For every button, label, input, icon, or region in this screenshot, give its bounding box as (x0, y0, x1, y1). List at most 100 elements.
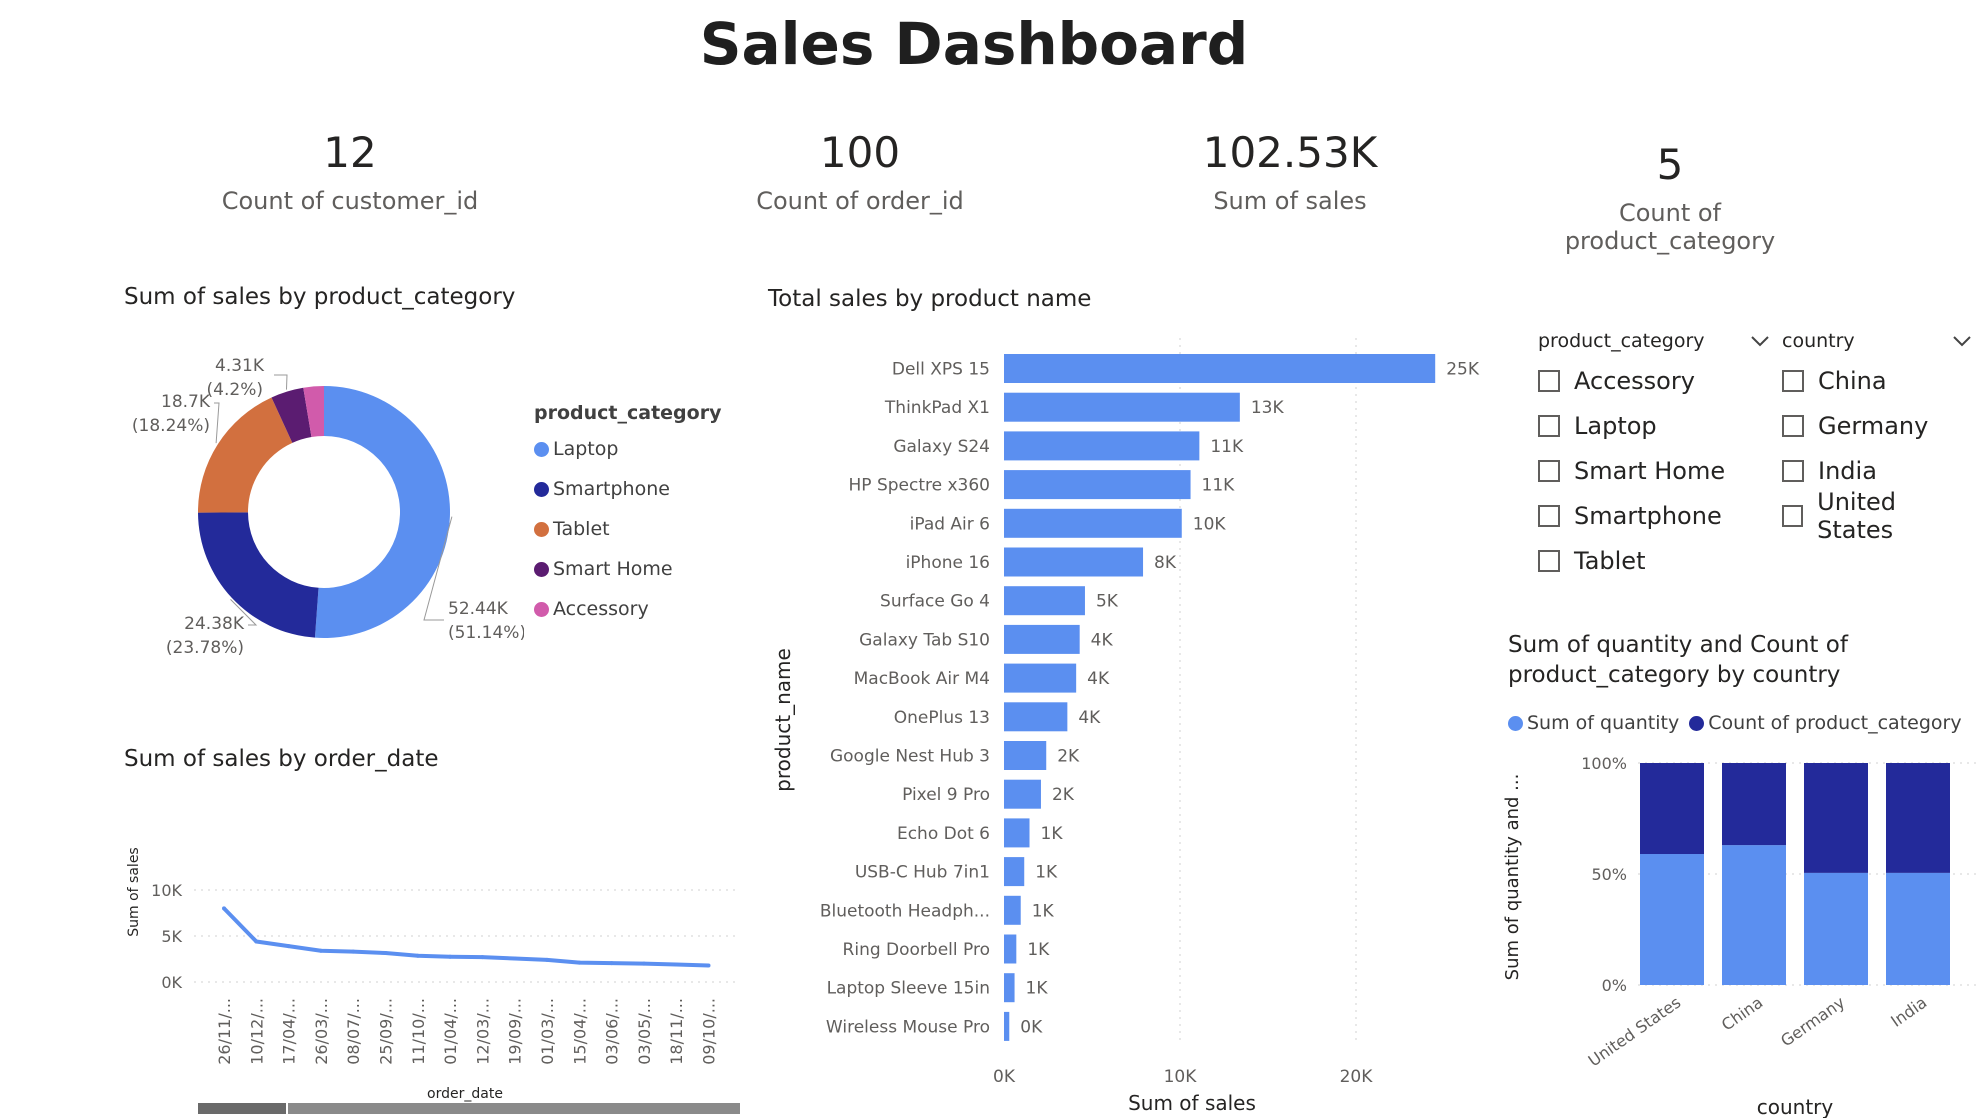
bar-data-label: 1K (1035, 863, 1058, 883)
slicer-option[interactable]: United States (1782, 488, 1972, 544)
x-axis-title: order_date (427, 1086, 503, 1102)
line-point[interactable] (415, 953, 420, 958)
donut-slice-accessory[interactable] (303, 386, 324, 438)
legend-item[interactable]: Smartphone (534, 474, 721, 504)
line-point[interactable] (577, 960, 582, 965)
line-point[interactable] (480, 955, 485, 960)
slicer-header[interactable]: country (1782, 330, 1972, 352)
bar[interactable] (1004, 857, 1025, 887)
checkbox[interactable] (1538, 369, 1560, 392)
stacked-bar-segment[interactable] (1722, 845, 1786, 985)
bar-data-label: 1K (1026, 979, 1049, 999)
bar[interactable] (1004, 354, 1436, 383)
line-point[interactable] (286, 944, 291, 949)
bar[interactable] (1004, 547, 1144, 577)
slicer-option[interactable]: Laptop (1538, 403, 1770, 448)
bar[interactable] (1004, 624, 1080, 654)
bar[interactable] (1004, 470, 1191, 500)
bar-data-label: 0K (1020, 1017, 1043, 1037)
bar[interactable] (1004, 586, 1085, 616)
bar[interactable] (1004, 934, 1017, 964)
chevron-down-icon[interactable] (1952, 330, 1972, 352)
line-point[interactable] (706, 963, 711, 968)
x-tick-label: China (1718, 993, 1766, 1035)
slicer-option-label: Tablet (1574, 546, 1646, 575)
stacked-bar-segment[interactable] (1886, 763, 1950, 873)
x-tick-label: 08/07/... (344, 998, 363, 1065)
bar[interactable] (1004, 973, 1015, 1003)
checkbox[interactable] (1782, 459, 1804, 482)
checkbox[interactable] (1782, 414, 1804, 437)
bar-data-label: 1K (1027, 940, 1050, 960)
donut-slice-laptop[interactable] (314, 386, 450, 638)
y-tick-label: Google Nest Hub 3 (830, 747, 990, 767)
bar[interactable] (1004, 431, 1200, 461)
legend-item[interactable]: Accessory (534, 594, 721, 624)
slicer-option[interactable]: Smartphone (1538, 493, 1770, 538)
stacked-bar-segment[interactable] (1804, 763, 1868, 873)
slicer-option-label: United States (1817, 487, 1897, 544)
bar[interactable] (1004, 818, 1030, 848)
bar[interactable] (1004, 508, 1182, 538)
line-point[interactable] (318, 948, 323, 953)
bar-data-label: 4K (1078, 708, 1101, 728)
bar-data-label: 25K (1446, 360, 1480, 380)
line-point[interactable] (254, 939, 259, 944)
line-point[interactable] (383, 951, 388, 956)
legend-label: Smartphone (553, 478, 670, 500)
data-label-pct: (4.2%) (207, 380, 263, 400)
bar[interactable] (1004, 741, 1047, 770)
x-tick-label: 0K (993, 1067, 1016, 1087)
donut-slice-tablet[interactable] (198, 397, 293, 513)
line-series[interactable] (222, 907, 709, 968)
checkbox[interactable] (1538, 549, 1560, 572)
slicer-option[interactable]: India (1782, 448, 1972, 493)
y-tick-label: Galaxy S24 (893, 437, 990, 457)
stacked-bar-segment[interactable] (1722, 763, 1786, 846)
stacked-bar-segment[interactable] (1804, 872, 1868, 985)
line-point[interactable] (545, 957, 549, 962)
stacked-bar-segment[interactable] (1640, 854, 1704, 985)
checkbox[interactable] (1782, 369, 1804, 392)
stacked-bar-segment[interactable] (1640, 763, 1704, 855)
slicer-header[interactable]: product_category (1538, 330, 1770, 352)
checkbox[interactable] (1538, 504, 1560, 527)
donut-slice-smartphone[interactable] (198, 512, 319, 638)
slicer-option-label: Smart Home (1574, 456, 1726, 485)
slicer-option[interactable]: China (1782, 358, 1972, 403)
chevron-down-icon[interactable] (1750, 330, 1770, 352)
slicer-option[interactable]: Germany (1782, 403, 1972, 448)
stacked-bar-segment[interactable] (1886, 872, 1950, 985)
line-point[interactable] (222, 906, 226, 911)
legend-item[interactable]: Smart Home (534, 554, 721, 584)
x-tick-label: 03/06/... (603, 998, 622, 1065)
slicer-option-label: Germany (1818, 411, 1929, 440)
slicer-option[interactable]: Smart Home (1538, 448, 1770, 493)
bar[interactable] (1004, 392, 1240, 422)
leader-line (214, 402, 220, 444)
x-axis-title: country (1757, 1095, 1834, 1118)
slicer-option[interactable]: Tablet (1538, 538, 1770, 583)
checkbox[interactable] (1538, 459, 1560, 482)
line-point[interactable] (674, 962, 679, 967)
checkbox[interactable] (1782, 504, 1804, 527)
bar[interactable] (1004, 702, 1068, 732)
legend-item[interactable]: Laptop (534, 434, 721, 464)
checkbox[interactable] (1538, 414, 1560, 437)
line-point[interactable] (448, 954, 453, 959)
scrollbar-thumb[interactable] (198, 1103, 286, 1114)
donut-slice-smart-home[interactable] (271, 387, 312, 443)
slicer-option[interactable]: Accessory (1538, 358, 1770, 403)
bar[interactable] (1004, 1011, 1010, 1041)
bar[interactable] (1004, 663, 1077, 693)
line-point[interactable] (351, 949, 356, 954)
line-point[interactable] (609, 961, 614, 966)
donut-chart-title: Sum of sales by product_category (124, 284, 516, 310)
line-point[interactable] (512, 956, 517, 961)
scrollbar-track[interactable] (198, 1103, 740, 1114)
line-point[interactable] (641, 961, 646, 966)
legend-item[interactable]: Tablet (534, 514, 721, 544)
y-tick-label: Surface Go 4 (880, 592, 990, 612)
bar[interactable] (1004, 779, 1041, 809)
bar[interactable] (1004, 895, 1021, 925)
